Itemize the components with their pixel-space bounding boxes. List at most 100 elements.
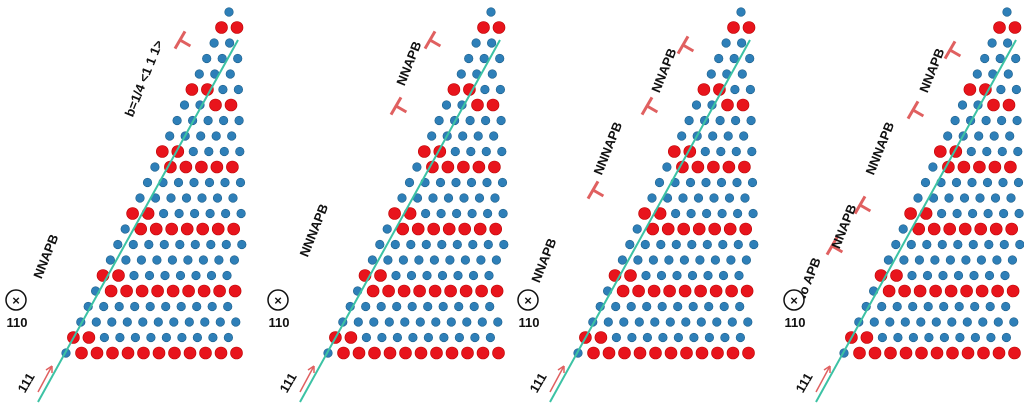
atom-blue: [179, 100, 190, 110]
atom-blue: [732, 177, 742, 188]
atom-blue: [966, 146, 976, 157]
atom-blue: [745, 53, 755, 64]
atom-blue: [746, 115, 756, 126]
atom-red: [709, 284, 723, 298]
atom-blue: [727, 317, 737, 327]
atom-blue: [673, 332, 684, 343]
atom-blue: [200, 317, 210, 327]
zone-axis-symbol: [267, 289, 289, 311]
atom-blue: [204, 146, 214, 157]
atom-blue: [984, 239, 994, 250]
atom-blue: [353, 317, 363, 327]
atom-blue: [466, 177, 477, 188]
atom-red: [104, 284, 118, 298]
atom-red: [707, 160, 720, 174]
atom-blue: [936, 208, 947, 219]
atom-blue: [869, 317, 879, 327]
atom-red: [185, 83, 199, 96]
atom-blue: [733, 239, 743, 250]
atom-blue: [974, 131, 984, 141]
atom-red: [723, 222, 737, 236]
atom-blue: [684, 115, 694, 126]
atom-red: [929, 284, 942, 298]
atom-blue: [647, 193, 657, 203]
atom-blue: [673, 301, 683, 312]
apb-label: NNAPB: [393, 39, 424, 87]
atom-blue: [719, 301, 729, 312]
atom-blue: [437, 239, 447, 250]
atom-red: [475, 284, 488, 298]
atom-blue: [688, 301, 698, 312]
atom-blue: [943, 131, 953, 141]
atom-blue: [215, 317, 225, 327]
atom-blue: [194, 69, 204, 79]
apb-label: NNAPB: [528, 236, 559, 284]
atom-blue: [482, 177, 492, 188]
atom-blue: [987, 38, 997, 48]
atom-red: [199, 346, 212, 360]
atom-red: [213, 284, 226, 298]
atom-red: [397, 284, 411, 298]
atom-blue: [145, 301, 155, 312]
atom-blue: [454, 332, 465, 343]
atom-red: [168, 346, 181, 360]
atom-blue: [361, 332, 372, 343]
atom-blue: [626, 301, 636, 312]
atom-blue: [91, 317, 101, 327]
atom-blue: [160, 270, 170, 281]
atom-blue: [735, 301, 745, 312]
atom-blue: [152, 255, 162, 265]
dislocation-stem: [859, 203, 872, 213]
atom-red: [179, 160, 193, 174]
zone-axis-symbol: [783, 289, 805, 311]
atom-blue: [423, 301, 433, 312]
atom-blue: [122, 317, 132, 327]
atom-red: [352, 346, 366, 360]
atom-blue: [451, 177, 461, 188]
atom-red: [680, 346, 693, 360]
atom-blue: [481, 115, 491, 126]
atom-blue: [656, 270, 667, 281]
atom-blue: [951, 177, 962, 188]
atom-blue: [235, 146, 245, 157]
atom-blue: [650, 317, 660, 327]
direction-arrow: [549, 365, 565, 393]
atom-blue: [658, 332, 668, 343]
atom-blue: [704, 301, 714, 312]
atom-red: [445, 346, 459, 360]
atom-blue: [483, 239, 493, 250]
atom-red: [975, 284, 989, 298]
atom-blue: [937, 239, 947, 250]
atom-blue: [222, 270, 232, 281]
atom-blue: [985, 301, 995, 312]
atom-blue: [1001, 332, 1012, 343]
dislocation: [853, 195, 872, 215]
atom-blue: [183, 255, 193, 265]
atom-blue: [211, 131, 221, 141]
atom-blue: [984, 270, 995, 281]
dislocation-stem: [429, 38, 442, 48]
atom-red: [224, 98, 238, 112]
zone-axis-cross: ×: [790, 293, 798, 308]
atom-blue: [712, 317, 722, 327]
atom-blue: [498, 208, 508, 219]
atom-blue: [169, 317, 179, 327]
apb-label: NNNAPB: [296, 202, 331, 259]
atom-red: [414, 346, 428, 360]
atom-red: [678, 284, 692, 298]
atom-red: [374, 269, 387, 282]
atom-red: [602, 346, 616, 360]
atom-blue: [671, 239, 681, 250]
atom-blue: [718, 270, 729, 281]
zone-axis-label: 110: [519, 315, 540, 330]
zone-axis-label: 110: [7, 315, 28, 330]
dislocation-stem: [831, 244, 844, 254]
atom-blue: [361, 301, 371, 312]
atom-blue: [708, 131, 718, 141]
atom-blue: [443, 193, 454, 203]
atom-blue: [939, 301, 949, 312]
atom-blue: [107, 317, 117, 327]
atom-red: [1008, 346, 1021, 360]
atom-blue: [1000, 270, 1010, 281]
atom-blue: [219, 115, 229, 126]
